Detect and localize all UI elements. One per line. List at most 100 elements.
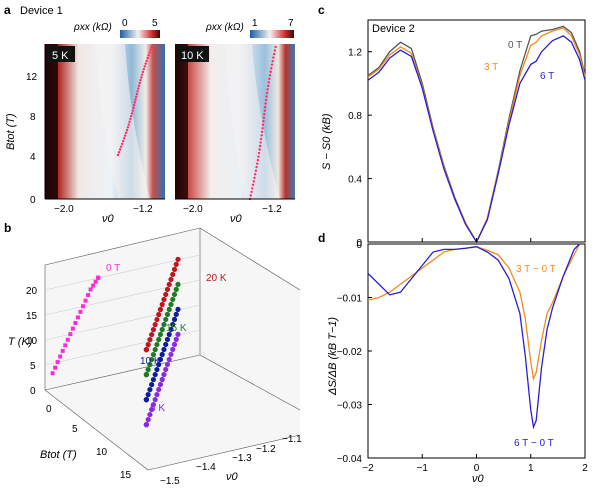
panel-b-point-0t <box>65 337 70 342</box>
map-10k-dot <box>254 169 258 172</box>
panel-b-xtick-13: −1.3 <box>232 453 252 464</box>
colorbar-1-min: 0 <box>122 18 128 29</box>
panel-c-letter: c <box>318 3 325 17</box>
map-10k-dot <box>268 74 272 77</box>
panel-b-point-20k <box>166 281 172 288</box>
panel-d-ylabel: ΔS/ΔB (kB T−1) <box>327 317 339 396</box>
map-10k-dot <box>271 59 274 63</box>
panel-b-point-5k <box>152 396 158 403</box>
panel-b-point-0t <box>50 371 55 376</box>
map-5k-dot <box>129 117 132 121</box>
panel-d-ytick-label: −0.03 <box>337 401 363 412</box>
panel-b-point-20k <box>163 291 169 298</box>
panel-b-xlabel: ν0 <box>226 471 239 483</box>
map-10k-light-band <box>225 44 280 199</box>
panel-b-point-20k <box>159 301 165 308</box>
map-10k-dot <box>267 81 270 84</box>
panel-b-point-20k <box>175 256 181 262</box>
panel-b-point-10k <box>168 326 174 333</box>
map-5k-dot <box>116 153 120 157</box>
panel-a-ytick-8: 8 <box>30 112 36 123</box>
panel-b-point-0t <box>63 343 68 348</box>
map-5k-temp: 5 K <box>52 50 69 62</box>
panel-d-xtick-label: 1 <box>528 463 534 474</box>
panel-b-ylabel: Btot (T) <box>40 449 77 461</box>
panel-b-point-0t <box>55 360 60 365</box>
map-5k-dot <box>147 54 150 57</box>
panel-b-point-5k <box>143 422 149 428</box>
map-10k-dot <box>262 120 265 123</box>
panel-c-legend-6t: 6 T <box>540 71 554 82</box>
panel-b-point-20k <box>171 266 178 273</box>
map-10k-dot <box>263 112 266 116</box>
panel-b-scatter <box>50 256 181 428</box>
map-5k-dot <box>140 76 143 79</box>
panel-b-point-15k <box>147 361 153 368</box>
panel-b-point-20k <box>150 326 157 333</box>
map-5k-dot <box>140 73 144 76</box>
panel-b-point-15k <box>156 336 162 343</box>
panel-b-point-5k <box>157 381 164 388</box>
panel-b-point-10k <box>154 366 160 373</box>
panel-b-point-5k <box>154 391 160 398</box>
panel-b-point-10k <box>164 336 171 343</box>
panel-b-point-5k <box>175 331 181 337</box>
map-5k-dots <box>116 45 153 157</box>
panel-c-ytick-label: 0.4 <box>348 175 362 186</box>
panel-b-xtick-15: −1.5 <box>160 476 180 487</box>
panel-b-point-20k <box>168 276 174 283</box>
map-5k-dot <box>138 81 141 85</box>
panel-a-xlabel-2: ν0 <box>230 213 243 225</box>
panel-b-point-20k <box>164 286 171 293</box>
panel-b-ytick-10: 10 <box>96 447 108 458</box>
map-5k-dot <box>145 59 148 63</box>
colorbar-2-gradient <box>250 30 294 38</box>
colorbar-1-label: ρxx (kΩ) <box>73 22 112 33</box>
map-10k-dot <box>272 56 275 59</box>
map-10k-dot <box>258 148 261 151</box>
panel-c-ytick-label: 0 <box>356 238 362 249</box>
panel-b-label-20k: 20 K <box>206 273 227 284</box>
map-5k-dark-band <box>45 44 58 199</box>
panel-d-legend-3t: 3 T − 0 T <box>516 264 556 275</box>
map-5k-dot <box>149 48 152 51</box>
panel-a-ytick-12: 12 <box>26 72 38 83</box>
colorbar-1-gradient <box>120 30 160 38</box>
panel-b-point-0t <box>96 275 101 280</box>
panel-b-point-15k <box>163 316 169 323</box>
map-10k-dot <box>250 190 253 194</box>
map-10k-dot <box>257 155 260 158</box>
map-5k-dot <box>119 145 123 148</box>
panel-b-point-0t <box>70 326 75 331</box>
panel-d-legend-6t: 6 T − 0 T <box>514 438 554 449</box>
panel-b-letter: b <box>4 221 11 235</box>
map-10k-dot <box>266 84 270 88</box>
map-10k-dot <box>256 162 259 165</box>
panel-d-ytick-label: 0 <box>356 240 362 251</box>
panel-b-point-0t <box>75 315 80 320</box>
map-5k-dot <box>137 84 141 87</box>
map-5k-dot <box>132 103 136 107</box>
panel-b-label-5k: 5 K <box>150 403 165 414</box>
map-5k-dot <box>123 134 127 137</box>
panel-a-xtick-2: −1.2 <box>133 204 153 215</box>
panel-b-point-20k <box>149 331 155 338</box>
panel-c-device: Device 2 <box>372 23 415 35</box>
map-5k-dot <box>121 139 125 143</box>
panel-c-line-3t <box>367 27 586 244</box>
map-10k-dot <box>266 88 269 91</box>
map-5k-dot <box>117 151 121 154</box>
map-10k-dot <box>270 67 273 70</box>
panel-b-point-5k <box>168 351 174 358</box>
panel-b-label-0t: 0 T <box>106 263 120 274</box>
panel-b-ztick-0: 0 <box>30 386 36 397</box>
panel-b-point-5k <box>149 406 155 413</box>
panel-b-point-5k <box>171 341 178 348</box>
panel-b-point-15k <box>168 301 174 308</box>
panel-b-point-0t <box>86 293 91 298</box>
panel-b-point-15k <box>154 341 160 348</box>
colorbar-2-label: ρxx (kΩ) <box>205 22 244 33</box>
panel-b-ytick-15: 15 <box>120 470 132 481</box>
panel-b-point-10k <box>149 381 155 388</box>
